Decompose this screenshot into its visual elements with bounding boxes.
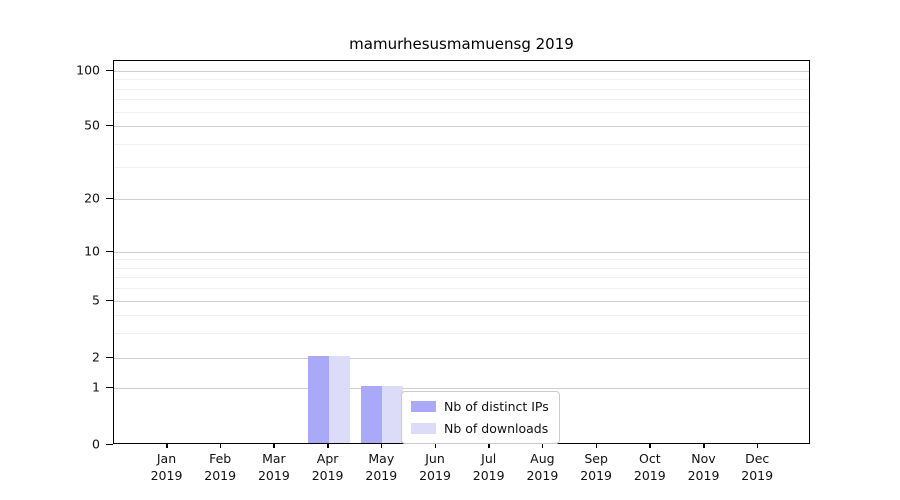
gridline-minor	[114, 99, 809, 101]
x-tick-mark	[327, 444, 329, 448]
gridline-minor	[114, 88, 809, 90]
gridline-major	[114, 126, 809, 127]
y-tick-label: 0	[92, 436, 100, 452]
gridline-major	[114, 199, 809, 200]
gridline-minor	[114, 259, 809, 261]
x-tick-label: Oct 2019	[633, 451, 666, 483]
gridline-major	[114, 358, 809, 359]
x-tick-mark	[166, 444, 168, 448]
x-tick-mark	[380, 444, 383, 448]
gridline-major	[114, 388, 809, 389]
x-tick-mark	[649, 444, 651, 448]
x-tick-mark	[541, 444, 544, 448]
y-tick-label: 1	[92, 379, 100, 395]
x-tick-label: Feb 2019	[204, 451, 237, 483]
x-tick-label: Dec 2019	[741, 451, 774, 483]
x-tick-mark	[595, 444, 598, 448]
x-tick-label: Aug 2019	[526, 451, 559, 483]
x-tick-label: Mar 2019	[257, 451, 290, 483]
gridline-minor	[114, 314, 809, 316]
gridline-major	[114, 301, 809, 302]
x-tick-mark	[488, 444, 490, 448]
bar-nb-of-distinct-ips-may-2019	[361, 386, 383, 443]
x-tick-label: Sep 2019	[580, 451, 612, 483]
x-tick-label: Jun 2019	[419, 451, 451, 483]
x-tick-label: Nov 2019	[687, 451, 720, 483]
y-tick-mark	[106, 69, 113, 71]
y-tick-mark	[106, 356, 113, 358]
y-tick-label: 100	[76, 62, 100, 78]
legend-item-distinct-ips: Nb of distinct IPs	[411, 399, 549, 414]
x-tick-mark	[703, 444, 705, 448]
y-tick-label: 20	[84, 190, 100, 206]
gridline-major	[114, 252, 809, 253]
legend-swatch-distinct-ips-icon	[411, 401, 436, 412]
x-tick-label: Apr 2019	[311, 451, 344, 483]
gridline-major	[114, 71, 809, 72]
gridline-minor	[114, 143, 809, 145]
x-tick-label: May 2019	[365, 451, 398, 483]
x-tick-label: Jul 2019	[472, 451, 505, 483]
y-tick-mark	[106, 386, 113, 388]
gridline-minor	[114, 332, 809, 334]
gridline-minor	[114, 277, 809, 279]
gridline-minor	[114, 288, 809, 290]
chart-title: mamurhesusmamuensg 2019	[349, 35, 574, 53]
x-tick-mark	[434, 444, 436, 448]
gridline-minor	[114, 111, 809, 113]
y-tick-mark	[106, 299, 113, 301]
x-tick-mark	[273, 444, 275, 448]
legend-label-downloads: Nb of downloads	[444, 421, 549, 436]
legend: Nb of distinct IPs Nb of downloads	[401, 391, 560, 444]
legend-swatch-downloads-icon	[411, 423, 436, 434]
y-tick-label: 50	[84, 117, 100, 133]
x-tick-mark	[219, 444, 222, 448]
y-tick-mark	[106, 443, 113, 445]
legend-item-downloads: Nb of downloads	[411, 421, 549, 436]
x-tick-label: Jan 2019	[150, 451, 183, 483]
gridline-minor	[114, 267, 809, 269]
x-tick-mark	[756, 444, 759, 448]
gridline-minor	[114, 166, 809, 168]
bar-nb-of-downloads-may-2019	[382, 386, 404, 443]
y-tick-label: 5	[92, 292, 100, 308]
bar-nb-of-distinct-ips-apr-2019	[307, 356, 329, 443]
y-tick-mark	[106, 124, 113, 126]
y-tick-mark	[106, 197, 113, 199]
y-tick-label: 2	[92, 349, 100, 365]
y-tick-mark	[106, 250, 113, 252]
plot-area: Nb of distinct IPs Nb of downloads	[113, 60, 810, 444]
bar-nb-of-downloads-apr-2019	[328, 356, 350, 443]
legend-label-distinct-ips: Nb of distinct IPs	[444, 399, 549, 414]
gridline-minor	[114, 79, 809, 81]
y-tick-label: 10	[84, 243, 100, 259]
